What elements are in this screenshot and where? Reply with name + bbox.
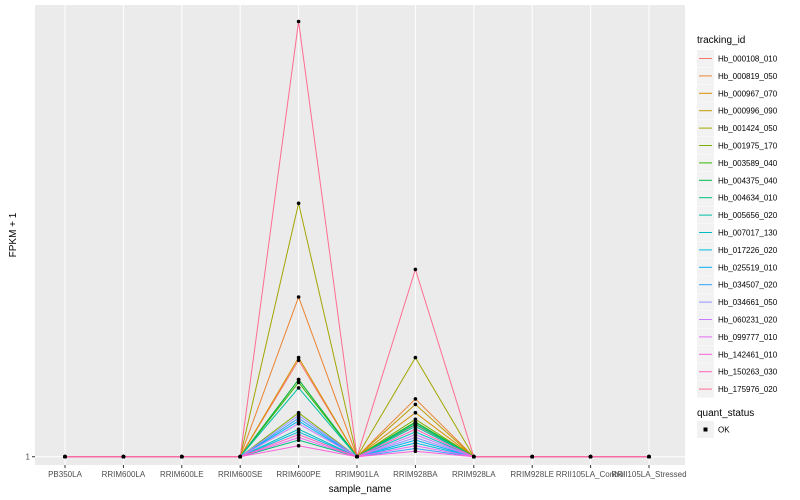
legend-item-label: Hb_034661_050 (718, 298, 778, 307)
legend-item-label: Hb_001424_050 (718, 124, 778, 133)
data-point (296, 380, 301, 385)
data-point (296, 377, 301, 382)
data-point (296, 416, 301, 421)
grid-lines (35, 5, 685, 465)
data-point (413, 424, 418, 429)
data-point (530, 454, 534, 459)
legend-item-label: Hb_003589_040 (718, 159, 778, 168)
x-tick-label: RRII105LA_Stressed (611, 470, 686, 479)
legend-item-label: Hb_005656_020 (718, 211, 778, 220)
data-point (413, 435, 418, 440)
data-point (413, 267, 418, 272)
legend-item-label: Hb_000996_090 (718, 107, 778, 116)
legend-item-label: Hb_175976_020 (718, 385, 778, 394)
legend-quant-status-marker (703, 427, 708, 432)
x-axis: PB350LA RRIM600LA RRIM600LE RRIM600SE RRIM60… (48, 465, 687, 479)
data-point (413, 430, 418, 434)
data-point (413, 446, 418, 451)
legend-quant-status-items: OK (697, 421, 730, 438)
legend-item-label: Hb_000967_070 (718, 89, 778, 98)
legend-items: Hb_000108_010 Hb_000819_050 Hb_000967_070 H… (697, 50, 778, 398)
legend-item-label: Hb_060231_020 (718, 316, 778, 325)
data-point (296, 410, 301, 415)
data-point (238, 454, 242, 459)
data-point (588, 454, 593, 459)
data-point (413, 397, 418, 401)
data-point (296, 430, 301, 434)
data-point (63, 454, 67, 459)
x-axis-title: sample_name (329, 484, 392, 495)
x-tick-label: RRIM928LA (452, 470, 496, 479)
x-tick-label: RRIM928LE (510, 470, 554, 479)
data-point (413, 441, 418, 445)
data-point (413, 427, 418, 432)
data-point (413, 355, 418, 360)
data-point (472, 454, 476, 459)
data-point (296, 355, 301, 360)
data-point (413, 432, 418, 437)
data-point (413, 410, 418, 415)
x-tick-label: PB350LA (48, 470, 82, 479)
legend-item-label: Hb_017226_020 (718, 246, 778, 255)
data-point (355, 454, 359, 459)
data-point (296, 435, 301, 440)
data-point (413, 449, 418, 454)
data-point (296, 443, 301, 448)
legend-item-label: Hb_001975_170 (718, 142, 778, 151)
legend-tracking-id: tracking_id Hb_000108_010Hb_000819_050Hb… (697, 35, 778, 398)
data-point (413, 443, 418, 448)
y-axis-title: FPKM + 1 (8, 212, 19, 257)
data-point (296, 427, 301, 432)
data-point (413, 438, 418, 443)
plot-panel (35, 5, 685, 465)
legend-item-label: Hb_142461_010 (718, 350, 778, 359)
x-tick-label: RRIM901LA (335, 470, 379, 479)
x-tick-label: RRIM600LA (102, 470, 146, 479)
data-point (121, 454, 126, 459)
data-points (63, 19, 651, 459)
data-point (296, 432, 301, 437)
data-point (413, 417, 418, 422)
legend-item-label: Hb_004375_040 (718, 176, 778, 185)
data-point (180, 454, 184, 459)
legend-quant-status: quant_status OK (697, 408, 754, 438)
legend-item-label: Hb_099777_010 (718, 333, 778, 342)
legend-item-label: Hb_000108_010 (718, 55, 778, 64)
legend-item-label: Hb_004634_010 (718, 194, 778, 203)
legend-title: tracking_id (697, 35, 745, 46)
legend-item-label: Hb_150263_030 (718, 368, 778, 377)
data-point (413, 402, 418, 407)
data-point (296, 19, 301, 24)
data-point (647, 454, 651, 459)
data-point (296, 419, 301, 423)
data-point (296, 358, 301, 363)
x-tick-label: RRIM600PE (276, 470, 320, 479)
legend-item-label: Hb_007017_130 (718, 229, 778, 238)
x-tick-label: RRII105LA_Control (556, 470, 626, 479)
legend-quant-status-label: OK (718, 426, 730, 435)
y-axis: 1 (26, 453, 35, 462)
legend-item-label: Hb_000819_050 (718, 72, 778, 81)
data-point (296, 295, 301, 299)
x-tick-label: RRIM600SE (218, 470, 262, 479)
data-point (296, 386, 301, 390)
legend-quant-status-title: quant_status (697, 408, 754, 419)
y-tick-label: 1 (26, 453, 31, 462)
data-point (296, 201, 301, 206)
x-tick-label: RRIM928BA (393, 470, 438, 479)
legend-item-label: Hb_034507_020 (718, 281, 778, 290)
legend-item-label: Hb_025519_010 (718, 263, 778, 272)
data-point (296, 413, 301, 418)
data-point (296, 421, 301, 426)
x-tick-label: RRIM600LE (160, 470, 204, 479)
data-point (296, 438, 301, 443)
